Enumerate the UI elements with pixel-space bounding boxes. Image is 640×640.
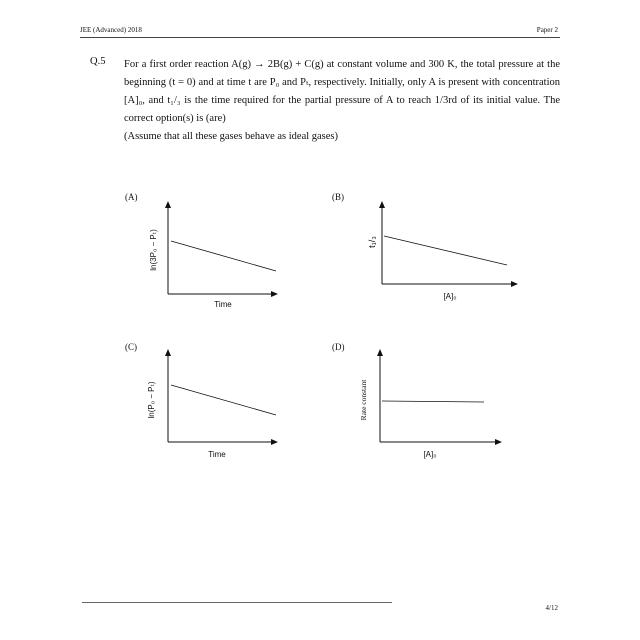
x-axis-arrow-icon (495, 439, 502, 445)
page-number: 4/12 (545, 604, 558, 612)
y-axis-label: Rate constant (359, 379, 368, 421)
header-rule (80, 37, 560, 38)
x-axis-arrow-icon (511, 281, 518, 287)
y-axis-label: ln(P₀ − Pₜ) (147, 381, 156, 418)
option-c-label: (C) (125, 342, 137, 352)
option-d-graph: [A]₀ Rate constant (359, 349, 502, 459)
option-d-label: (D) (332, 342, 345, 352)
x-axis-label: [A]₀ (443, 292, 456, 301)
option-c-graph: Time ln(P₀ − Pₜ) (147, 349, 278, 459)
footer-rule (82, 602, 392, 603)
option-a-label: (A) (125, 192, 138, 202)
x-axis-label: Time (214, 300, 232, 309)
question-number: Q.5 (90, 56, 106, 67)
question-body: For a first order reaction A(g) → 2B(g) … (124, 56, 560, 146)
plot-line (381, 400, 485, 403)
y-axis-label: ln(3P₀ − Pₜ) (149, 229, 158, 271)
option-a-graph: Time ln(3P₀ − Pₜ) (149, 201, 278, 309)
y-axis-arrow-icon (165, 349, 171, 356)
plot-line (170, 384, 277, 416)
option-b-graph: [A]₀ t₁/₃ (367, 201, 518, 301)
y-axis-arrow-icon (377, 349, 383, 356)
exam-header: JEE (Advanced) 2018 (80, 26, 142, 34)
paper-header: Paper 2 (536, 26, 558, 34)
y-axis-arrow-icon (165, 201, 171, 208)
plot-line (170, 240, 277, 272)
x-axis-arrow-icon (271, 439, 278, 445)
y-axis-arrow-icon (379, 201, 385, 208)
question-text: For a first order reaction A(g) → 2B(g) … (124, 59, 560, 124)
option-b-label: (B) (332, 192, 344, 202)
x-axis-arrow-icon (271, 291, 278, 297)
plot-line (383, 235, 508, 266)
question-note: (Assume that all these gases behave as i… (124, 131, 339, 142)
y-axis-label: t₁/₃ (367, 236, 377, 248)
x-axis-label: [A]₀ (423, 450, 436, 459)
x-axis-label: Time (208, 450, 226, 459)
